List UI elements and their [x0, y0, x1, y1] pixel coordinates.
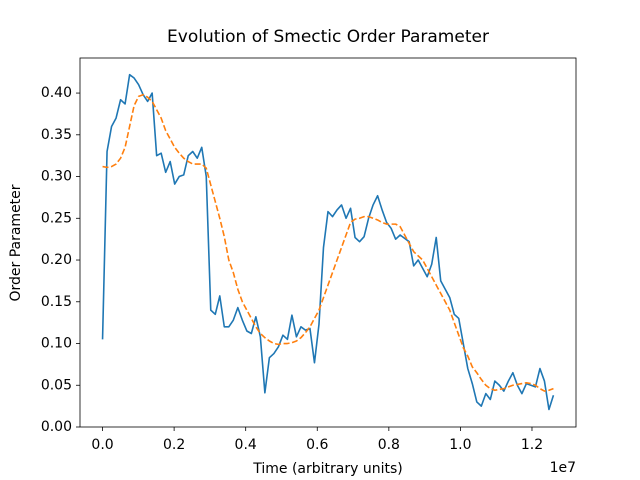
y-tick-label: 0.10	[41, 336, 72, 352]
y-tick-label: 0.25	[41, 210, 72, 226]
x-axis-label: Time (arbitrary units)	[252, 461, 402, 477]
x-tick-label: 1.0	[449, 437, 471, 453]
x-tick-label: 0.6	[306, 437, 328, 453]
y-tick-label: 0.05	[41, 377, 72, 393]
series-line	[101, 73, 555, 411]
series-line	[102, 93, 554, 392]
y-tick-label: 0.30	[41, 169, 72, 185]
x-tick-label: 1.2	[521, 437, 543, 453]
plot-frame	[79, 57, 577, 428]
x-tick-label: 0.8	[378, 437, 400, 453]
y-tick-label: 0.00	[41, 419, 72, 435]
x-tick-label: 0.0	[91, 437, 113, 453]
x-tick-label: 0.4	[235, 437, 257, 453]
y-tick-label: 0.15	[41, 294, 72, 310]
x-tick-label: 0.2	[163, 437, 185, 453]
y-axis-label: Order Parameter	[8, 184, 24, 301]
y-tick-label: 0.35	[41, 127, 72, 143]
y-tick-label: 0.40	[41, 85, 72, 101]
chart-title: Evolution of Smectic Order Parameter	[167, 27, 489, 47]
x-offset-label: 1e7	[550, 460, 576, 476]
y-tick-label: 0.20	[41, 252, 72, 268]
